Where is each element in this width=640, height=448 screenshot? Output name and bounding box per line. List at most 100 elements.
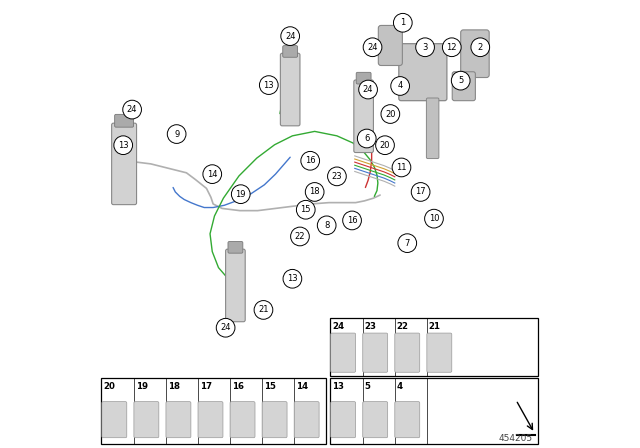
Text: 6: 6 <box>364 134 369 143</box>
Text: 23: 23 <box>365 322 376 331</box>
FancyBboxPatch shape <box>395 402 420 438</box>
FancyBboxPatch shape <box>427 333 452 372</box>
Text: 13: 13 <box>287 274 298 283</box>
FancyBboxPatch shape <box>426 98 439 159</box>
FancyBboxPatch shape <box>356 72 371 84</box>
Circle shape <box>394 13 412 32</box>
Circle shape <box>301 151 319 170</box>
FancyBboxPatch shape <box>280 53 300 126</box>
Circle shape <box>442 38 461 56</box>
Circle shape <box>281 27 300 45</box>
Circle shape <box>416 38 435 56</box>
Text: 8: 8 <box>324 221 330 230</box>
Text: 13: 13 <box>332 382 344 391</box>
Text: 1: 1 <box>400 18 405 27</box>
Text: 24: 24 <box>127 105 138 114</box>
Text: 11: 11 <box>396 163 407 172</box>
Text: 15: 15 <box>264 382 276 391</box>
Text: 23: 23 <box>332 172 342 181</box>
Circle shape <box>305 183 324 201</box>
Text: 22: 22 <box>294 232 305 241</box>
Circle shape <box>412 183 430 201</box>
Text: 24: 24 <box>285 32 296 41</box>
Text: 18: 18 <box>168 382 180 391</box>
Text: 16: 16 <box>232 382 244 391</box>
Text: 19: 19 <box>236 190 246 198</box>
Text: 22: 22 <box>397 322 408 331</box>
Circle shape <box>317 216 336 235</box>
Text: 7: 7 <box>404 239 410 248</box>
FancyBboxPatch shape <box>294 402 319 438</box>
Circle shape <box>357 129 376 148</box>
FancyBboxPatch shape <box>262 402 287 438</box>
FancyBboxPatch shape <box>198 402 223 438</box>
Text: 20: 20 <box>385 109 396 119</box>
Text: 20: 20 <box>104 382 115 391</box>
Circle shape <box>203 165 221 184</box>
Circle shape <box>296 200 315 219</box>
Circle shape <box>254 301 273 319</box>
Text: 17: 17 <box>200 382 212 391</box>
FancyBboxPatch shape <box>283 46 298 57</box>
FancyBboxPatch shape <box>102 402 127 438</box>
Circle shape <box>259 76 278 95</box>
Text: 19: 19 <box>136 382 148 391</box>
Text: 21: 21 <box>258 306 269 314</box>
Text: 18: 18 <box>309 187 320 196</box>
Text: 3: 3 <box>422 43 428 52</box>
Bar <box>330 379 538 444</box>
Text: 24: 24 <box>367 43 378 52</box>
FancyBboxPatch shape <box>395 333 420 372</box>
FancyBboxPatch shape <box>452 72 476 101</box>
Circle shape <box>291 227 309 246</box>
Text: 14: 14 <box>296 382 308 391</box>
FancyBboxPatch shape <box>331 402 356 438</box>
Bar <box>330 319 538 376</box>
FancyBboxPatch shape <box>331 333 356 372</box>
Circle shape <box>359 80 378 99</box>
Circle shape <box>381 105 400 123</box>
Text: 454205: 454205 <box>499 434 533 443</box>
Bar <box>101 379 326 444</box>
Circle shape <box>216 319 235 337</box>
Text: 13: 13 <box>118 141 129 150</box>
Text: 21: 21 <box>429 322 440 331</box>
Text: 24: 24 <box>220 323 231 332</box>
FancyBboxPatch shape <box>115 114 134 127</box>
Circle shape <box>283 269 301 288</box>
Text: 14: 14 <box>207 170 218 179</box>
Circle shape <box>363 38 382 56</box>
FancyBboxPatch shape <box>226 249 245 322</box>
Circle shape <box>114 136 132 155</box>
Text: 2: 2 <box>477 43 483 52</box>
Circle shape <box>376 136 394 155</box>
Circle shape <box>123 100 141 119</box>
FancyBboxPatch shape <box>354 80 373 152</box>
Text: 15: 15 <box>301 205 311 214</box>
Text: 16: 16 <box>305 156 316 165</box>
Text: 4: 4 <box>397 82 403 90</box>
Text: 10: 10 <box>429 214 439 223</box>
Circle shape <box>424 209 444 228</box>
Circle shape <box>167 125 186 143</box>
Text: 16: 16 <box>347 216 357 225</box>
FancyBboxPatch shape <box>166 402 191 438</box>
Circle shape <box>232 185 250 203</box>
Text: 24: 24 <box>363 85 373 94</box>
Text: 9: 9 <box>174 129 179 138</box>
Circle shape <box>392 158 411 177</box>
Circle shape <box>471 38 490 56</box>
FancyBboxPatch shape <box>461 30 489 78</box>
Circle shape <box>391 77 410 95</box>
Text: 5: 5 <box>365 382 371 391</box>
FancyBboxPatch shape <box>111 123 136 205</box>
FancyBboxPatch shape <box>230 402 255 438</box>
Text: 5: 5 <box>458 76 463 85</box>
Text: 12: 12 <box>447 43 457 52</box>
Circle shape <box>328 167 346 186</box>
FancyBboxPatch shape <box>399 44 447 101</box>
Circle shape <box>398 234 417 253</box>
FancyBboxPatch shape <box>363 402 388 438</box>
FancyBboxPatch shape <box>134 402 159 438</box>
FancyBboxPatch shape <box>363 333 388 372</box>
